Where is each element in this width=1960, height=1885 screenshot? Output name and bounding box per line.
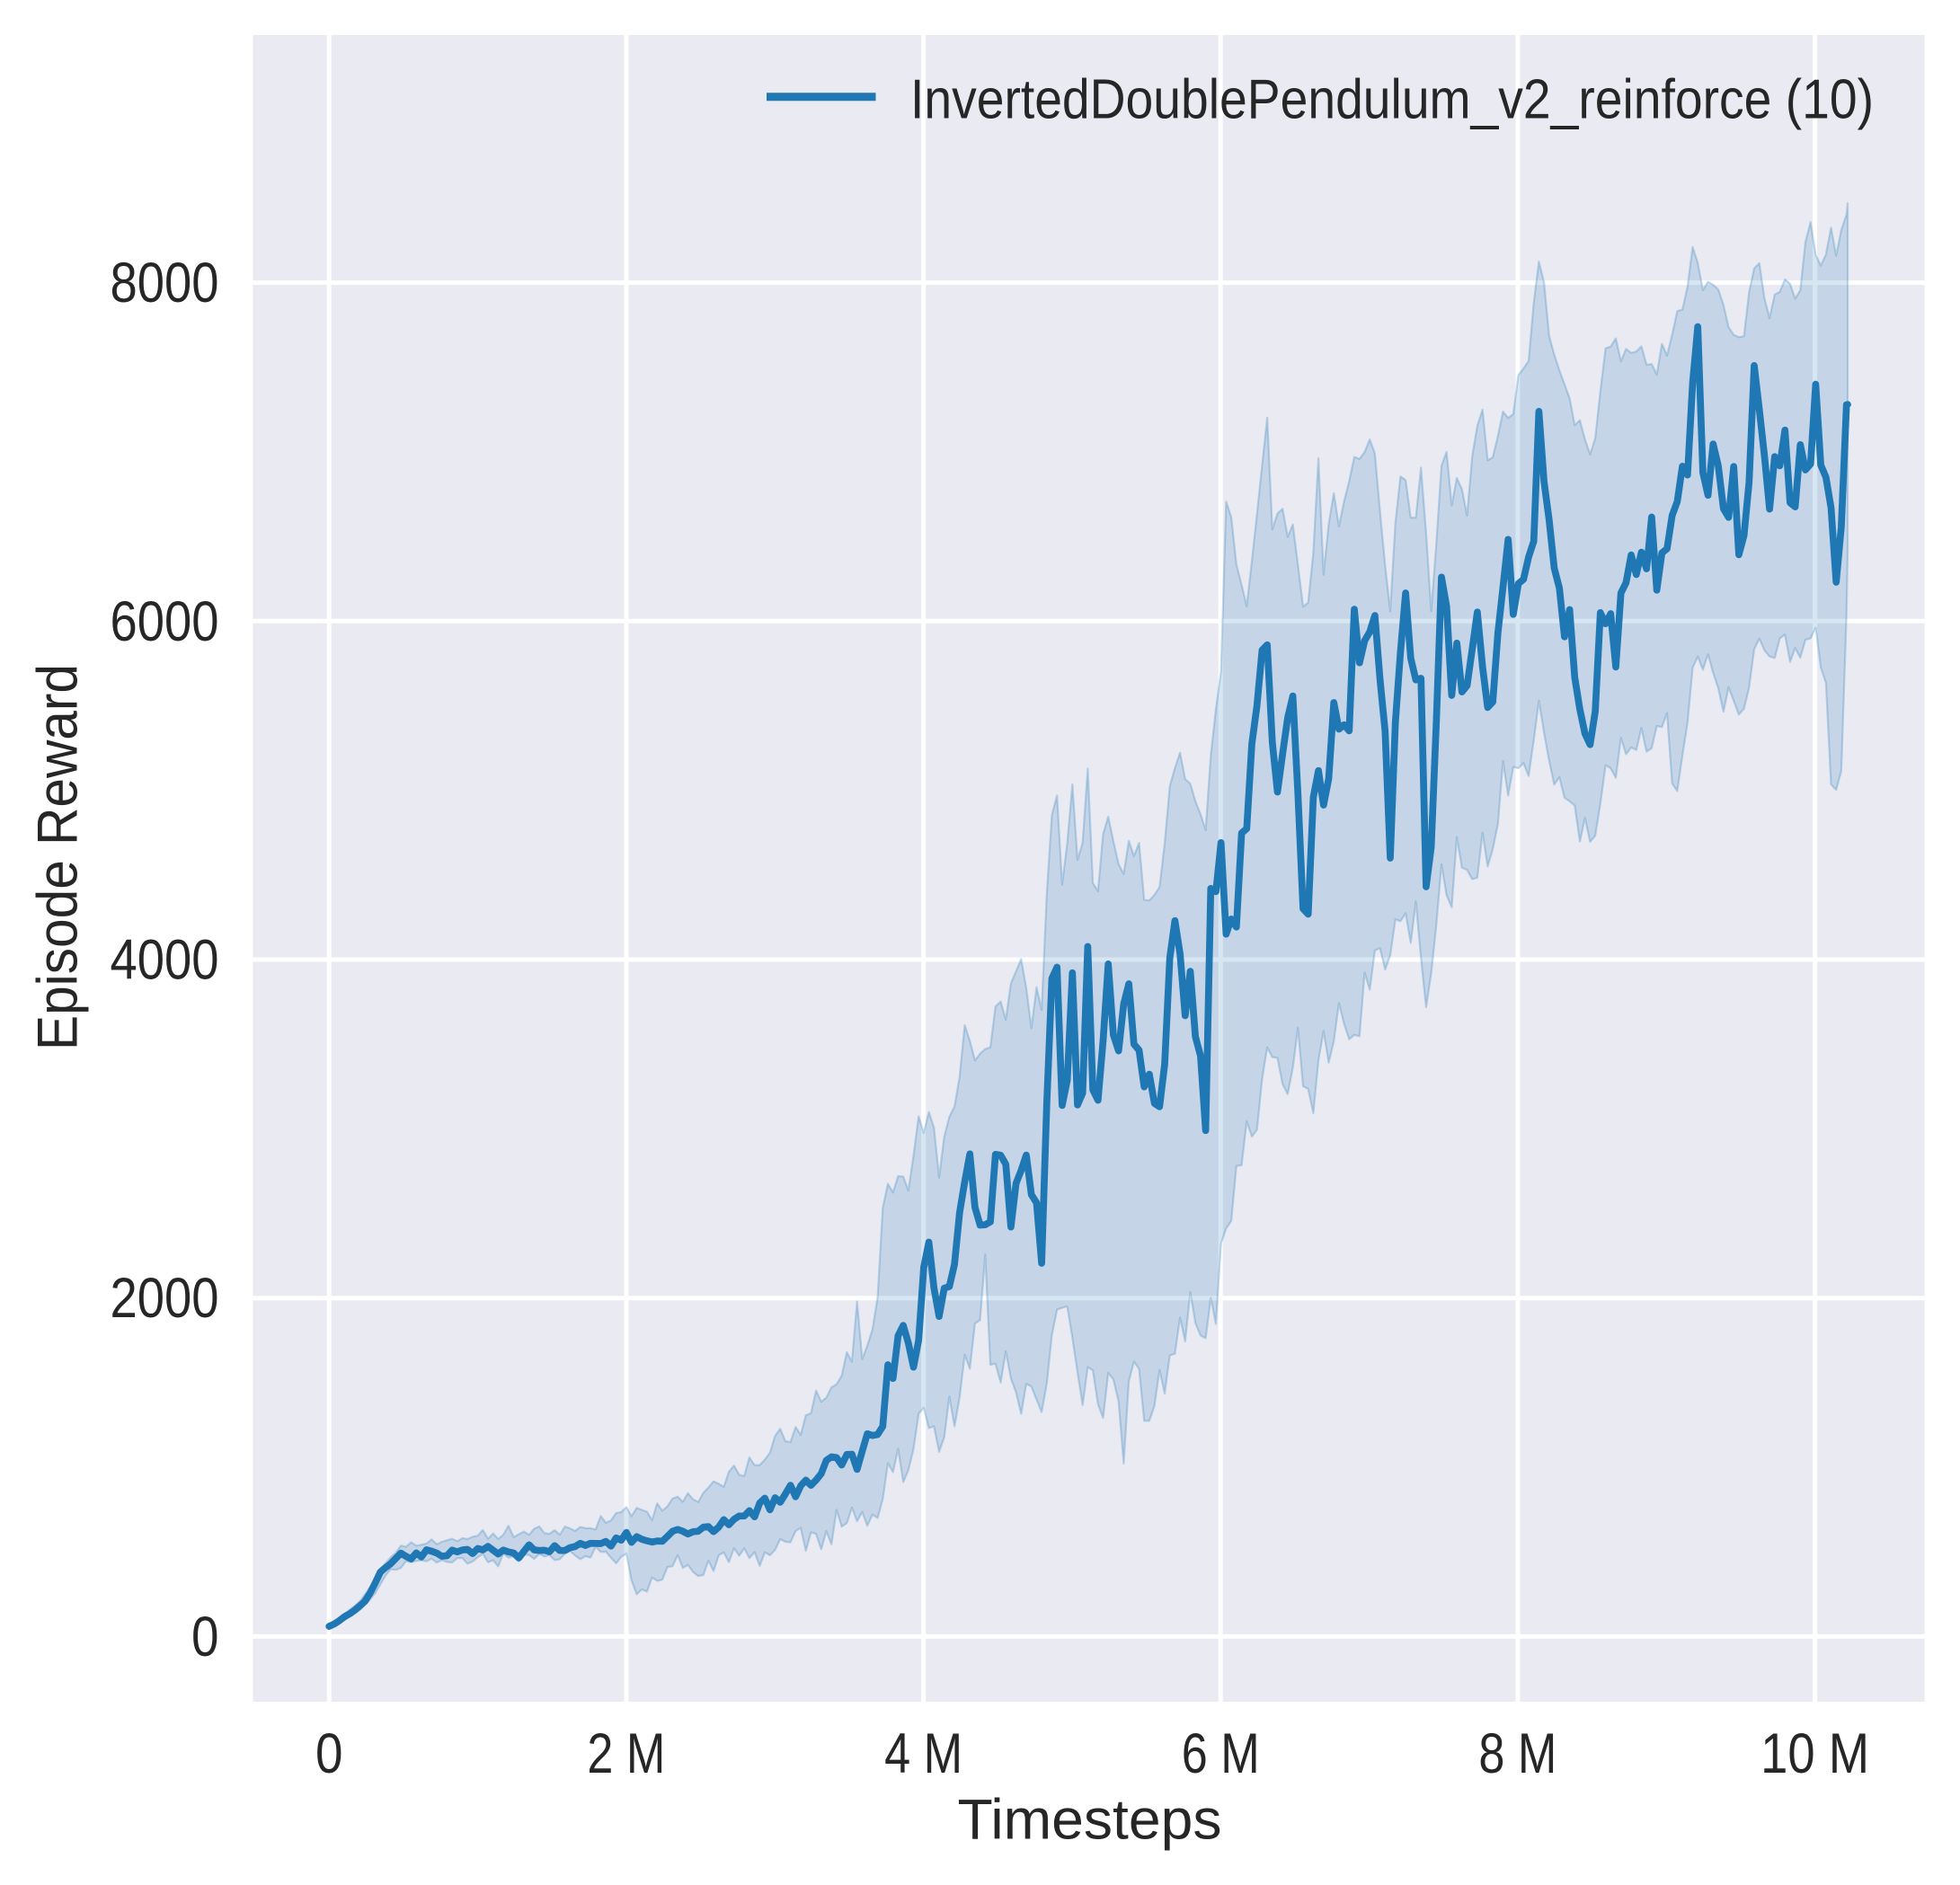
svg-text:8 M: 8 M xyxy=(1478,1722,1556,1785)
svg-text:6 M: 6 M xyxy=(1182,1722,1260,1785)
svg-text:Episode Reward: Episode Reward xyxy=(26,664,89,1050)
svg-text:4 M: 4 M xyxy=(884,1722,962,1785)
svg-text:10 M: 10 M xyxy=(1760,1722,1869,1785)
svg-text:0: 0 xyxy=(315,1722,343,1785)
svg-text:Timesteps: Timesteps xyxy=(958,1788,1222,1851)
svg-text:8000: 8000 xyxy=(111,252,219,314)
svg-text:InvertedDoublePendulum_v2_rein: InvertedDoublePendulum_v2_reinforce (10) xyxy=(910,69,1874,131)
svg-text:2 M: 2 M xyxy=(587,1722,665,1785)
svg-text:4000: 4000 xyxy=(111,929,219,992)
svg-text:2000: 2000 xyxy=(111,1267,219,1330)
svg-text:0: 0 xyxy=(191,1606,219,1668)
svg-text:6000: 6000 xyxy=(111,590,219,653)
